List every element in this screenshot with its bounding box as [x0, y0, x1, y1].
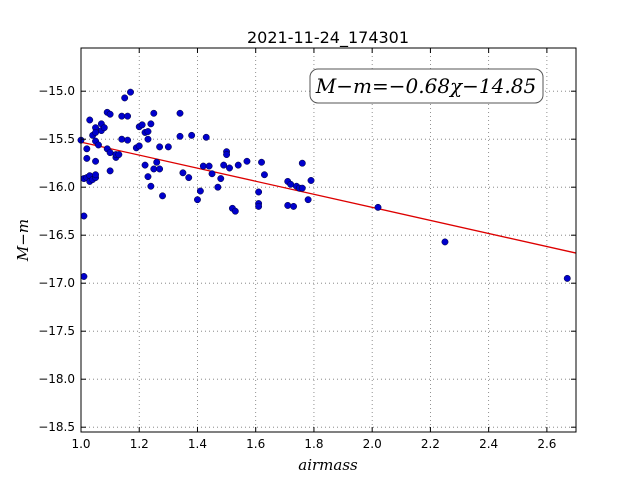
y-tick-label: −16.0	[38, 180, 75, 194]
data-point	[255, 202, 263, 210]
data-point	[196, 187, 204, 195]
x-tick-label: 1.4	[188, 437, 207, 451]
data-point	[106, 110, 114, 118]
data-point	[298, 184, 306, 192]
y-tick-label: −15.5	[38, 132, 75, 146]
data-point	[124, 112, 132, 120]
data-point	[106, 149, 114, 157]
data-point	[304, 196, 312, 204]
data-point	[150, 109, 158, 117]
data-point	[92, 157, 100, 165]
x-axis-label: airmass	[298, 456, 358, 474]
x-tick-labels: 1.0 1.2 1.4 1.6 1.8 2.0 2.2 2.4 2.6	[71, 437, 556, 451]
data-point	[156, 165, 164, 173]
data-point	[153, 158, 161, 166]
data-point	[231, 207, 239, 215]
plot-background	[81, 48, 576, 432]
data-point	[214, 183, 222, 191]
y-tick-label: −16.5	[38, 228, 75, 242]
data-point	[147, 182, 155, 190]
data-point	[223, 151, 231, 159]
data-point	[86, 116, 94, 124]
data-point	[144, 135, 152, 143]
y-tick-label: −17.5	[38, 324, 75, 338]
data-point	[80, 273, 88, 280]
y-tick-label: −18.5	[38, 420, 75, 434]
data-point	[138, 121, 146, 129]
x-tick-label: 2.0	[363, 437, 382, 451]
fit-equation-box: M−m=−0.68χ−14.85	[309, 68, 544, 104]
data-point	[176, 132, 184, 140]
ticks	[80, 48, 576, 432]
x-tick-label: 2.6	[537, 437, 556, 451]
y-tick-labels: −15.0 −15.5 −16.0 −16.5 −17.0 −17.5 −18.0 −18.5	[38, 84, 75, 434]
data-point	[118, 135, 126, 143]
data-point	[307, 177, 315, 184]
data-point	[164, 143, 172, 151]
fit-layer	[80, 141, 577, 254]
data-point	[121, 94, 129, 102]
x-tick-label: 1.2	[130, 437, 149, 451]
data-point	[95, 141, 102, 149]
data-point	[159, 192, 166, 200]
data-point	[188, 131, 196, 139]
data-point	[243, 157, 251, 165]
data-point	[258, 158, 265, 166]
data-point	[194, 196, 201, 204]
data-point	[144, 128, 152, 135]
data-point	[179, 169, 187, 177]
data-point	[284, 201, 292, 209]
data-point	[92, 171, 100, 179]
data-point	[199, 162, 207, 170]
data-point	[135, 142, 143, 150]
data-point	[156, 143, 164, 151]
data-point	[83, 154, 91, 162]
data-point	[563, 274, 571, 282]
x-tick-label: 2.4	[479, 437, 498, 451]
data-point	[147, 120, 155, 128]
plot-frame	[80, 47, 577, 433]
data-point	[298, 159, 306, 167]
data-point	[255, 188, 263, 196]
data-point	[83, 145, 91, 153]
x-tick-label: 1.8	[304, 437, 323, 451]
data-point	[92, 129, 100, 136]
data-point	[287, 180, 295, 188]
data-point	[217, 175, 225, 183]
x-tick-label: 1.6	[246, 437, 265, 451]
y-tick-label: −15.0	[38, 84, 75, 98]
data-points	[77, 88, 571, 282]
fit-line	[80, 141, 577, 254]
data-point	[124, 136, 132, 144]
data-point	[100, 124, 108, 132]
data-point	[260, 171, 268, 179]
y-tick-label: −18.0	[38, 372, 75, 386]
data-point	[234, 161, 242, 169]
x-tick-label: 1.0	[71, 437, 90, 451]
data-point	[290, 202, 298, 210]
data-point	[141, 161, 149, 169]
y-tick-label: −17.0	[38, 276, 75, 290]
data-point	[226, 164, 233, 172]
data-point	[115, 151, 123, 159]
data-point	[80, 212, 88, 220]
data-point	[205, 162, 213, 170]
data-point	[185, 174, 193, 182]
data-point	[106, 167, 114, 175]
fit-equation: M−m=−0.68χ−14.85	[315, 74, 536, 98]
data-point	[441, 238, 449, 246]
data-point	[150, 165, 158, 173]
data-point	[127, 88, 134, 96]
y-axis-label: M−m	[14, 219, 32, 262]
chart-title: 2021-11-24_174301	[247, 28, 409, 48]
data-point	[208, 170, 216, 178]
data-point	[144, 173, 152, 181]
x-tick-label: 2.2	[421, 437, 440, 451]
data-point	[220, 161, 228, 169]
data-point	[374, 203, 382, 211]
data-point	[118, 112, 126, 120]
data-point	[176, 109, 184, 117]
data-point	[202, 133, 210, 141]
